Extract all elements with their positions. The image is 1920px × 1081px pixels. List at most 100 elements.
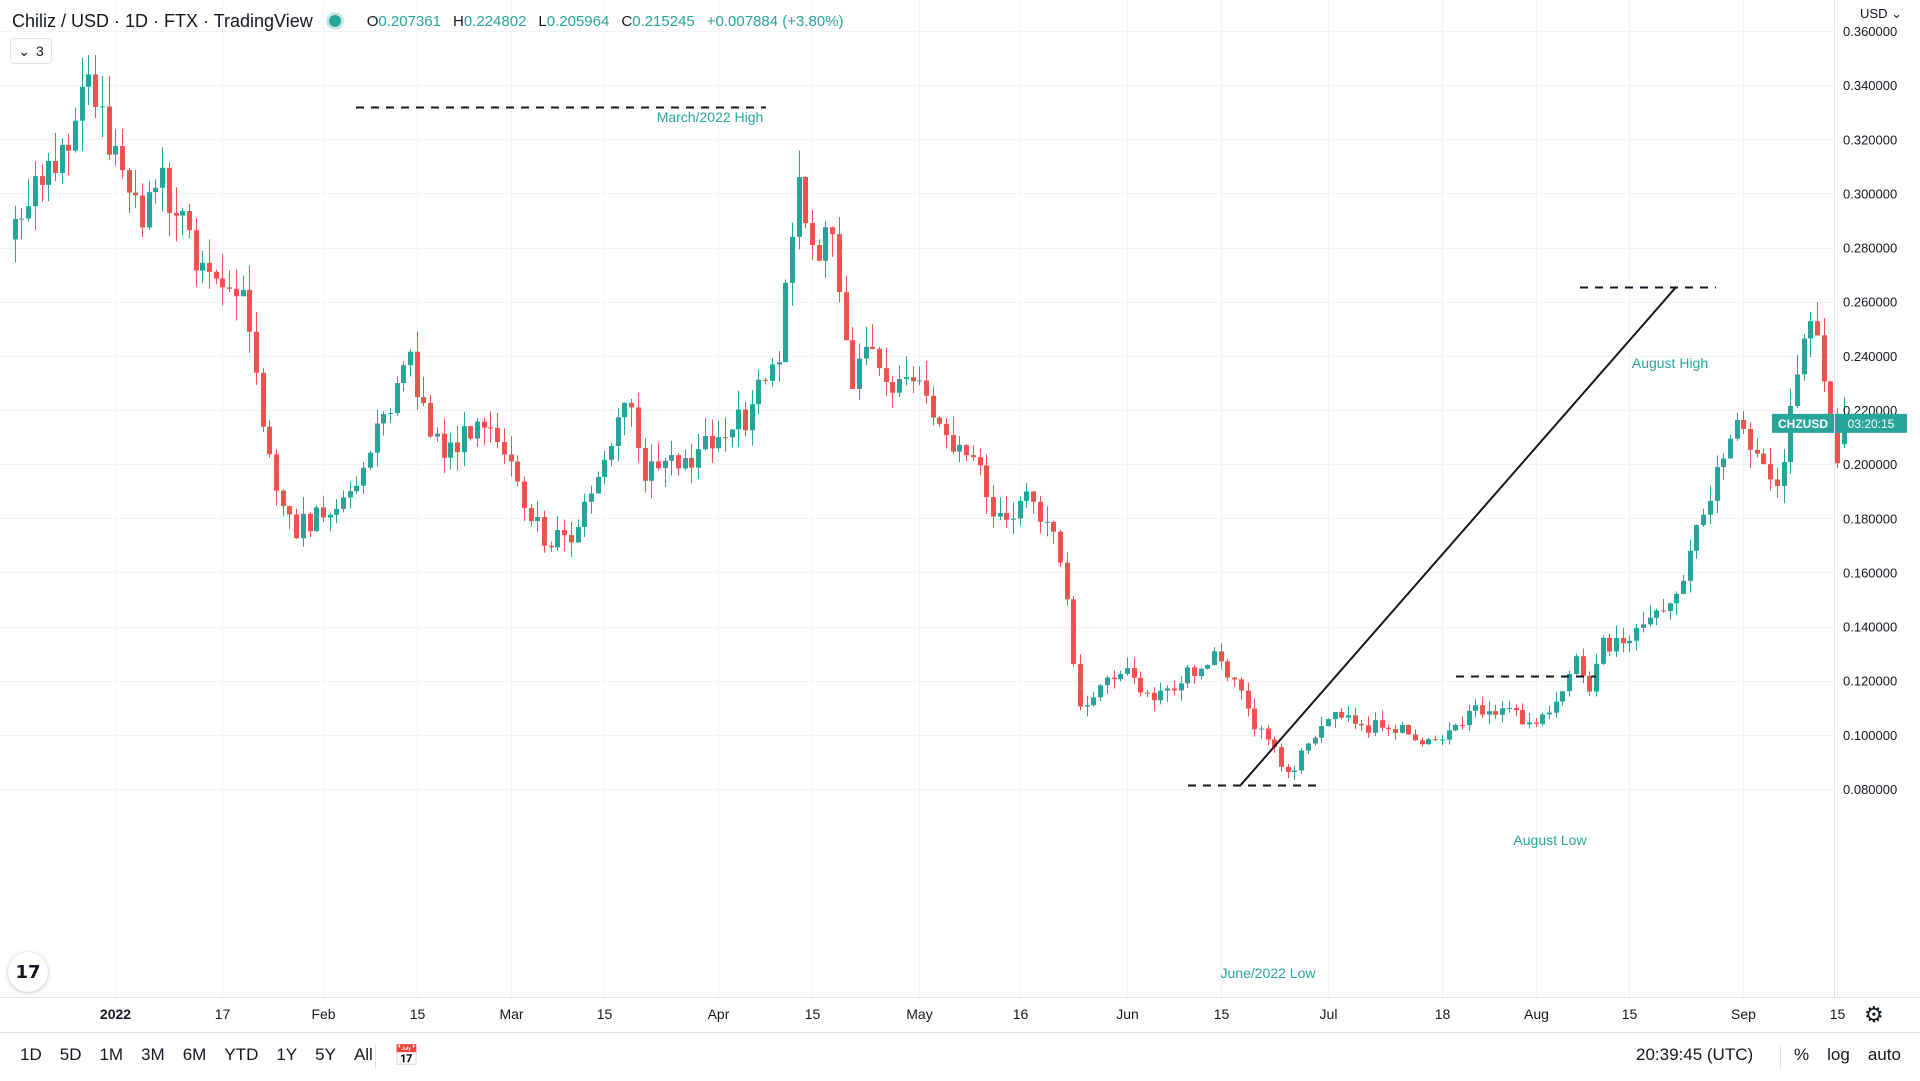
candle-body <box>897 379 902 393</box>
candle-body <box>395 383 400 414</box>
candle-body <box>1514 707 1519 711</box>
candle-body <box>1225 661 1230 678</box>
candle-body <box>1286 766 1291 772</box>
candle-body <box>850 340 855 389</box>
range-button-1m[interactable]: 1M <box>99 1045 124 1064</box>
candle-body <box>46 160 51 185</box>
price-chart[interactable]: March/2022 High August High August Low June… <box>0 0 1920 1032</box>
candle-body <box>107 106 112 155</box>
range-button-6m[interactable]: 6M <box>182 1045 207 1064</box>
tradingview-logo-icon[interactable]: 17 <box>8 952 48 992</box>
time-axis-label: 15 <box>805 1006 821 1022</box>
annotation-label: August High <box>1632 355 1708 371</box>
candle-body <box>964 444 969 456</box>
log-scale-button[interactable]: log <box>1827 1045 1850 1064</box>
range-button-5y[interactable]: 5Y <box>315 1045 336 1064</box>
percent-scale-button[interactable]: % <box>1794 1045 1810 1064</box>
candle-body <box>408 351 413 366</box>
candle-body <box>1179 683 1184 691</box>
candle-body <box>1467 710 1472 726</box>
range-button-1y[interactable]: 1Y <box>276 1045 298 1064</box>
candle-body <box>421 397 426 403</box>
scale-buttons: % log auto <box>1794 1045 1901 1065</box>
candle-body <box>93 74 98 107</box>
time-axis-label: 15 <box>410 1006 426 1022</box>
candle-body <box>354 485 359 492</box>
time-axis-label: Feb <box>311 1006 335 1022</box>
candle-body <box>683 458 688 469</box>
candle-body <box>937 417 942 424</box>
currency-selector[interactable]: USD ⌄ <box>1860 6 1902 22</box>
candle-body <box>1333 711 1338 720</box>
candle-body <box>991 497 996 517</box>
candle-body <box>1842 422 1847 445</box>
candle-body <box>1607 637 1612 652</box>
candle-body <box>1420 740 1425 745</box>
candle-body <box>361 467 366 486</box>
candle-body <box>314 507 319 532</box>
bottom-toolbar: 1D 5D 1M 3M 6M YTD 1Y 5Y All 📅 20:39:45 … <box>0 1032 1920 1081</box>
candle-body <box>1648 617 1653 625</box>
countdown-tag-label: 03:20:15 <box>1848 417 1895 431</box>
candle-body <box>1400 724 1405 733</box>
candle-body <box>388 413 393 415</box>
utc-clock[interactable]: 20:39:45 (UTC) <box>1636 1045 1754 1064</box>
candle-body <box>576 527 581 543</box>
candle-body <box>1232 677 1237 680</box>
candle-body <box>1708 500 1713 515</box>
time-axis-label: 18 <box>1435 1006 1451 1022</box>
range-button-1d[interactable]: 1D <box>20 1045 42 1064</box>
go-to-date-icon[interactable]: 📅 <box>394 1045 419 1067</box>
candle-body <box>1775 479 1780 486</box>
indicators-toggle-button[interactable]: ⌄ 3 <box>10 38 52 64</box>
candle-body <box>1560 691 1565 702</box>
time-axis[interactable]: 2022 17 Feb 15 Mar 15 Apr 15 May 16 Jun 15 Jul 18 Aug 1… <box>100 1006 1846 1022</box>
candle-body <box>160 167 165 188</box>
range-button-3m[interactable]: 3M <box>141 1045 165 1064</box>
candle-body <box>1433 739 1438 741</box>
candle-body <box>1024 491 1029 501</box>
auto-scale-button[interactable]: auto <box>1867 1045 1901 1064</box>
range-button-ytd[interactable]: YTD <box>224 1045 259 1064</box>
candle-body <box>1634 627 1639 641</box>
candle-body <box>549 545 554 548</box>
candle-body <box>1313 737 1318 744</box>
candle-body <box>1125 668 1130 674</box>
candle-body <box>133 192 138 196</box>
candle-body <box>1319 726 1324 738</box>
candle-body <box>1480 705 1485 715</box>
candle-body <box>33 176 38 207</box>
gear-icon[interactable]: ⚙ <box>1864 1002 1884 1027</box>
candle-body <box>1688 550 1693 581</box>
candle-body <box>1406 724 1411 735</box>
candle-body <box>589 493 594 502</box>
candle-body <box>234 288 239 297</box>
price-axis-label: 0.320000 <box>1843 132 1897 147</box>
time-axis-label: Jun <box>1116 1006 1139 1022</box>
candle-body <box>140 195 145 228</box>
range-button-all[interactable]: All <box>353 1045 373 1064</box>
candle-body <box>1661 610 1666 612</box>
candle-body <box>60 144 65 173</box>
range-button-5d[interactable]: 5D <box>59 1045 82 1064</box>
price-axis[interactable]: 0.360000 0.340000 0.320000 0.300000 0.280000… <box>1843 24 1897 797</box>
symbol-title[interactable]: Chiliz / USD · 1D · FTX · TradingView <box>12 10 313 31</box>
candle-body <box>797 176 802 237</box>
candle-body <box>756 379 761 405</box>
candle-body <box>153 187 158 193</box>
candle-body <box>1031 491 1036 502</box>
candle-body <box>783 282 788 363</box>
indicator-count: 3 <box>35 43 44 59</box>
candle-body <box>1165 688 1170 691</box>
candle-body <box>723 437 728 439</box>
candle-body <box>1299 750 1304 771</box>
candle-body <box>167 167 172 213</box>
candle-body <box>1359 723 1364 726</box>
trend-line <box>1240 286 1678 786</box>
candle-body <box>455 442 460 453</box>
price-axis-label: 0.100000 <box>1843 728 1897 743</box>
time-axis-label: Aug <box>1524 1006 1549 1022</box>
candle-body <box>381 414 386 424</box>
candle-body <box>241 289 246 297</box>
candle-body <box>1105 677 1110 686</box>
